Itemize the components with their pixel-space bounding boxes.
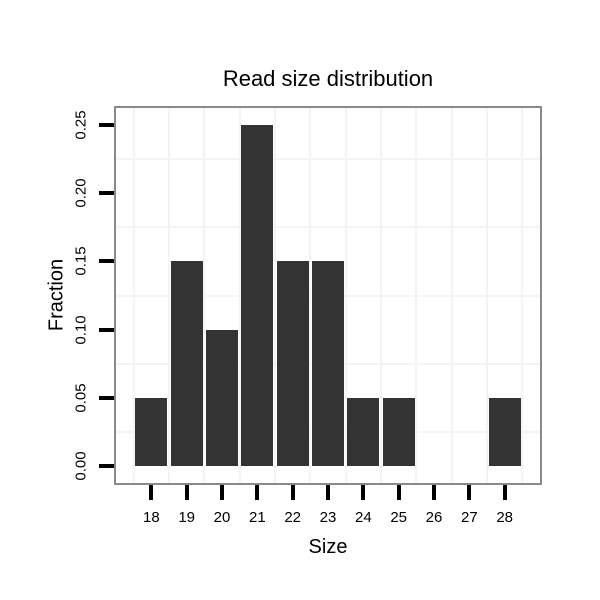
x-tick-mark	[502, 485, 507, 500]
x-tick-label: 27	[460, 509, 478, 526]
y-tick-mark	[99, 259, 114, 264]
bar-23	[312, 261, 344, 466]
x-tick-label: 25	[390, 509, 407, 526]
x-tick-mark	[432, 485, 436, 500]
bar-25	[382, 397, 415, 466]
plot-panel	[114, 106, 542, 485]
x-tick-label: 20	[213, 509, 231, 526]
x-axis-title: Size	[308, 536, 348, 558]
bar-21	[241, 125, 274, 466]
y-tick-label: 0.20	[72, 178, 90, 208]
x-tick-label: 23	[319, 509, 337, 526]
bar-28	[488, 397, 521, 466]
x-tick-mark	[290, 485, 295, 500]
y-tick-label: 0.15	[72, 246, 90, 277]
y-tick-mark	[99, 123, 114, 128]
chart-title: Read size distribution	[222, 66, 434, 91]
y-tick-mark	[99, 463, 114, 468]
y-tick-label: 0.10	[72, 314, 90, 345]
y-tick-label: 0.05	[72, 383, 90, 413]
x-tick-mark	[184, 485, 189, 500]
x-tick-mark	[220, 485, 224, 500]
bar-24	[347, 397, 380, 466]
x-tick-mark	[255, 485, 260, 500]
x-tick-mark	[396, 485, 401, 500]
bar-20	[206, 329, 238, 466]
bar-19	[170, 261, 203, 466]
y-tick-label: 0.25	[72, 110, 90, 140]
minor-gridline-horizontal	[116, 226, 540, 229]
x-tick-label: 19	[178, 509, 195, 526]
bar-18	[135, 397, 168, 466]
minor-gridline-horizontal	[116, 158, 540, 161]
x-tick-label: 18	[142, 509, 160, 526]
x-tick-mark	[149, 485, 154, 500]
x-tick-label: 21	[248, 509, 266, 526]
y-axis-title: Fraction	[45, 258, 68, 332]
x-tick-mark	[361, 485, 366, 500]
x-tick-mark	[326, 485, 330, 500]
y-tick-mark	[99, 395, 114, 400]
y-tick-label: 0.00	[72, 451, 90, 481]
x-tick-label: 28	[496, 509, 513, 526]
x-tick-label: 26	[425, 509, 443, 526]
bar-22	[276, 261, 309, 466]
x-tick-mark	[467, 485, 472, 500]
x-tick-label: 22	[284, 509, 301, 526]
y-tick-mark	[99, 191, 114, 196]
y-tick-mark	[99, 327, 114, 332]
x-tick-label: 24	[354, 509, 372, 526]
